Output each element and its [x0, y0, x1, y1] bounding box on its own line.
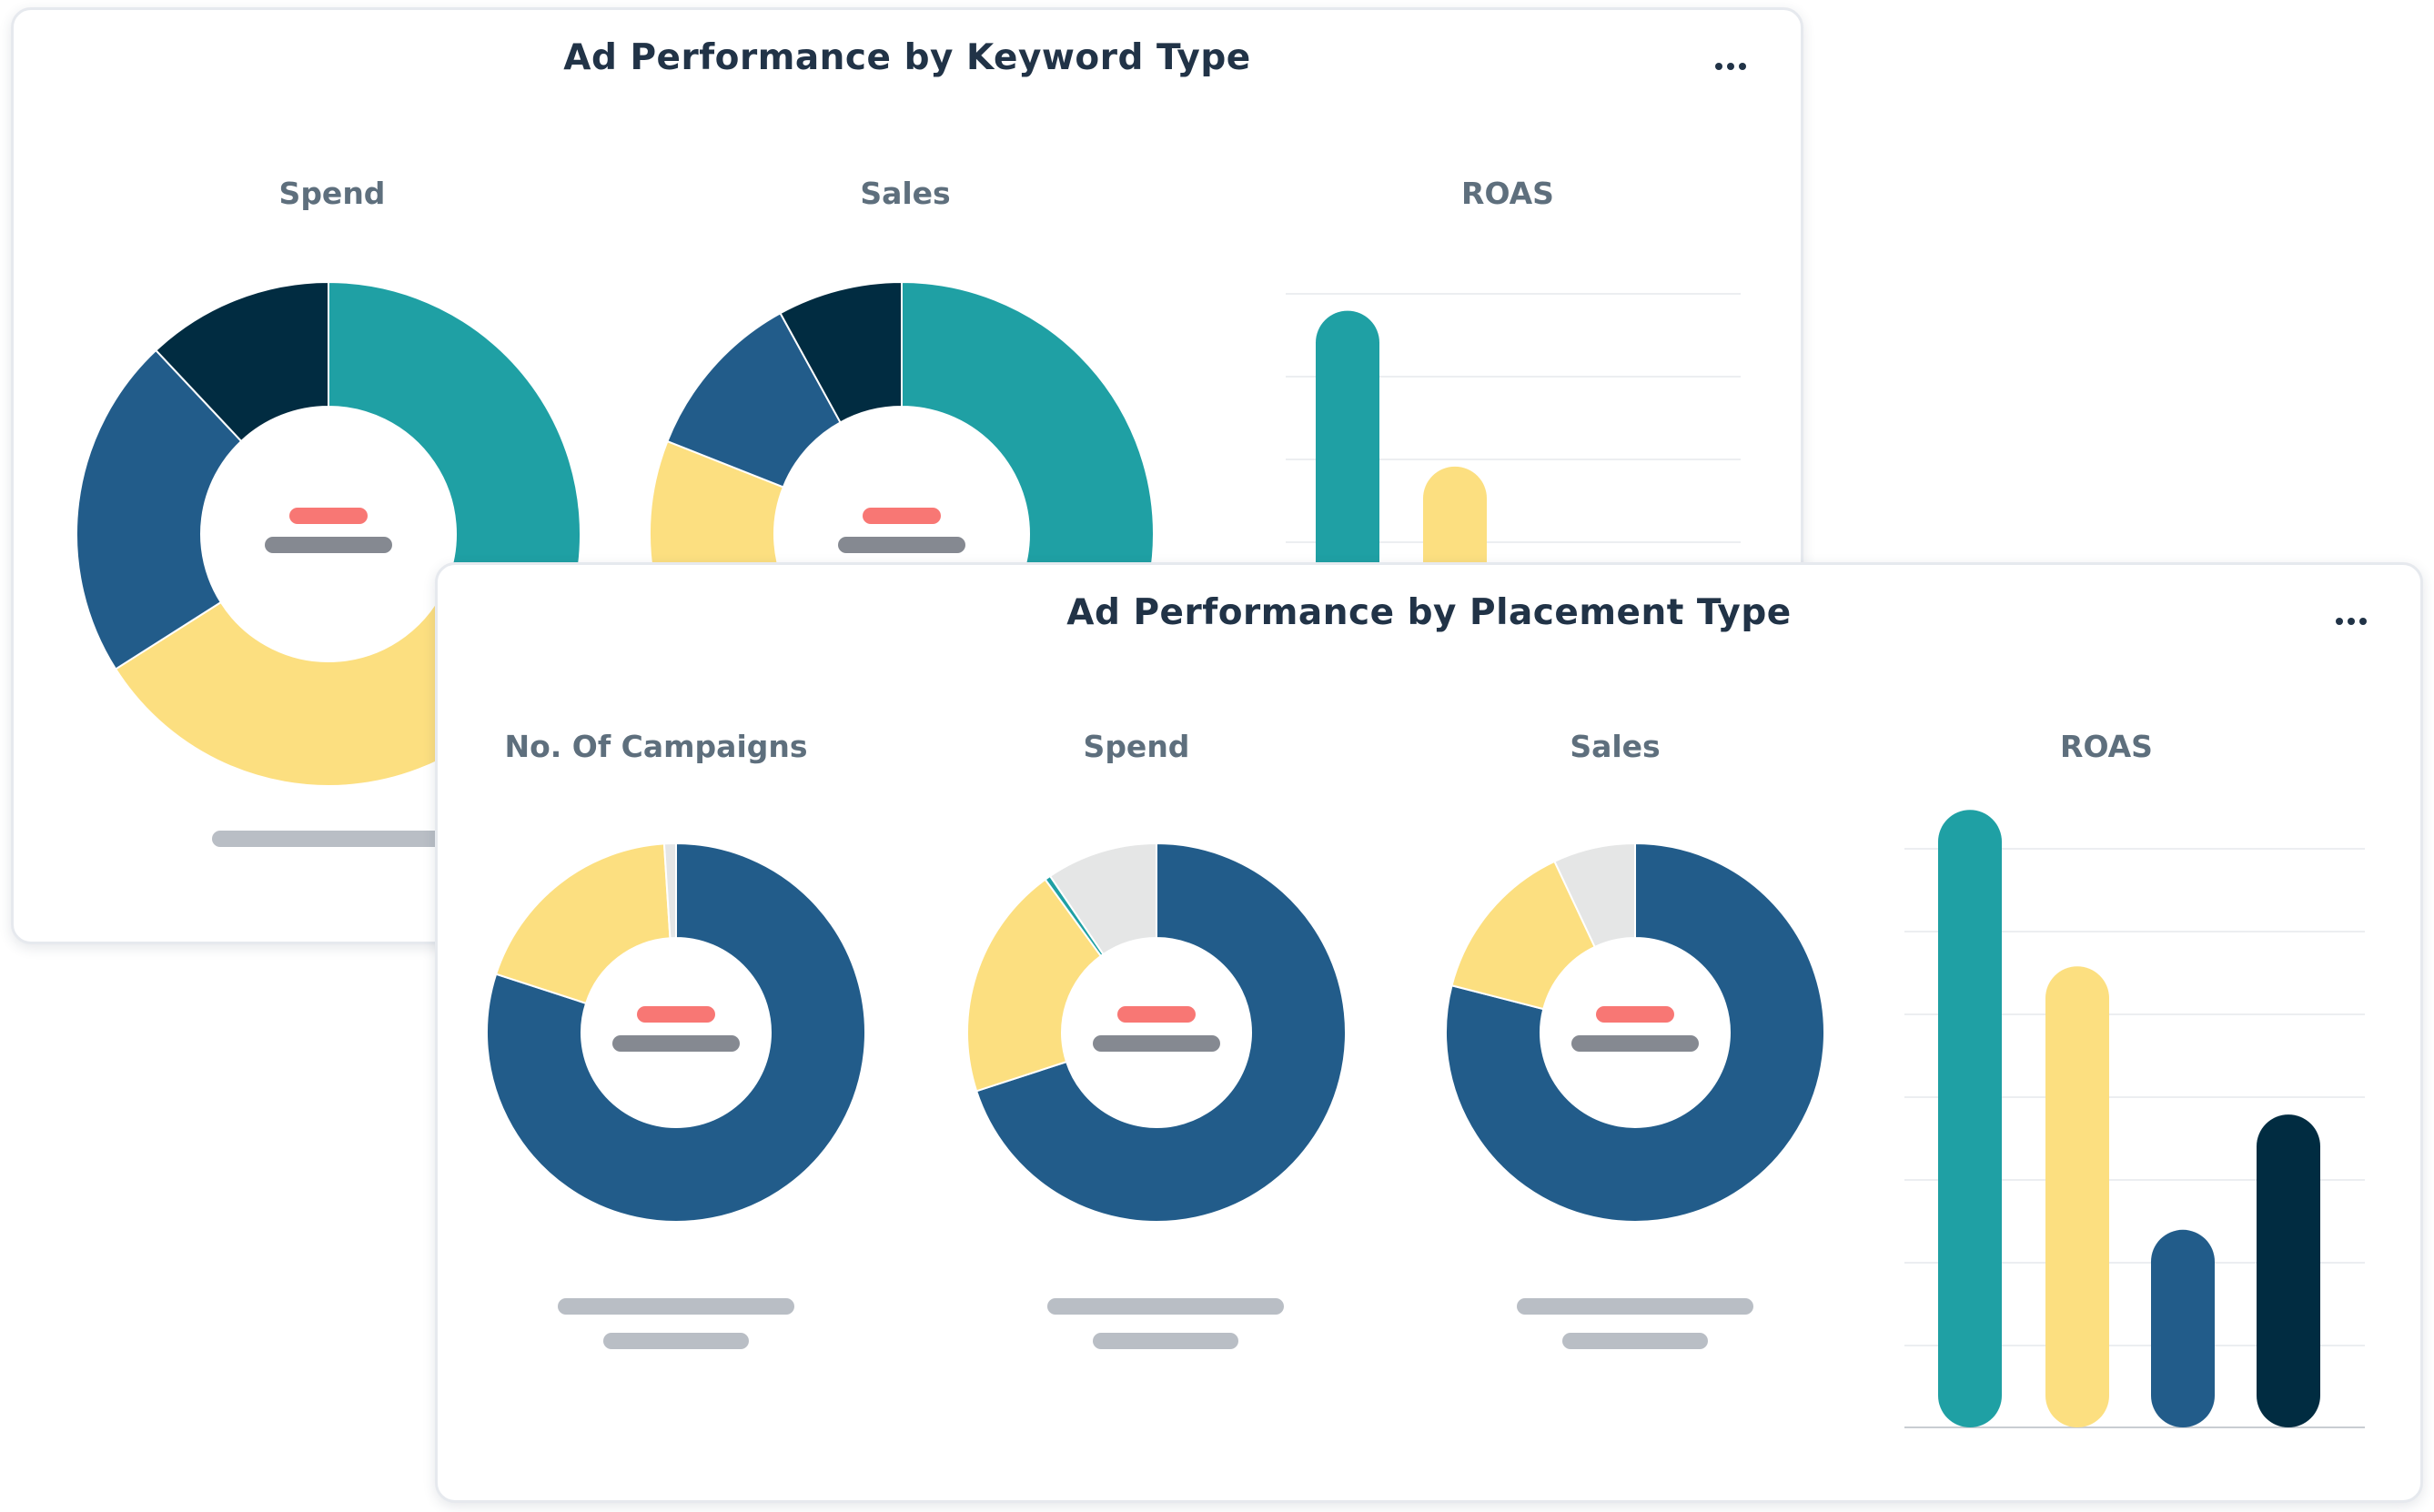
card-title: Ad Performance by Placement Type — [1066, 592, 1792, 633]
card-title: Ad Performance by Keyword Type — [563, 37, 1251, 78]
pl-campaigns-donut — [486, 842, 866, 1223]
legend-placeholder — [603, 1333, 749, 1349]
donut-slice-navy — [779, 280, 903, 424]
sales-chart-title: Sales — [1570, 729, 1661, 764]
donut-slice-lightgray — [1048, 842, 1157, 956]
roas-bar-navy — [2257, 1114, 2320, 1427]
donut-slice-navy — [154, 280, 329, 443]
center-label-placeholder — [1117, 1006, 1196, 1023]
legend-placeholder — [212, 831, 503, 847]
donut-slice-blue — [486, 842, 866, 1223]
sales-chart-title: Sales — [860, 176, 951, 211]
center-value-placeholder — [1571, 1035, 1699, 1052]
roas-chart-title: ROAS — [1461, 176, 1554, 211]
center-label-placeholder — [1596, 1006, 1674, 1023]
center-label-placeholder — [863, 508, 941, 524]
center-label-placeholder — [637, 1006, 715, 1023]
pl-spend-donut — [966, 842, 1347, 1223]
donut-slice-lightgray — [662, 842, 677, 940]
roas-bar-teal — [1938, 810, 2002, 1427]
pl-roas-bar-chart — [1904, 810, 2365, 1428]
keyword-charts — [76, 280, 1741, 874]
legend-placeholder — [1047, 1298, 1284, 1315]
donut-slice-yellow — [1450, 860, 1597, 1011]
more-horizontal-icon[interactable] — [2324, 603, 2378, 640]
legend-placeholder — [1093, 1333, 1238, 1349]
center-label-placeholder — [289, 508, 368, 524]
legend-placeholder — [558, 1298, 794, 1315]
donut-slice-yellow — [966, 878, 1103, 1093]
roas-bar-yellow — [2045, 966, 2109, 1427]
donut-slice-blue — [1445, 842, 1825, 1223]
spend-chart-title: Spend — [1083, 729, 1190, 764]
donut-slice-lightgray — [1553, 842, 1636, 949]
donut-slice-blue — [975, 842, 1347, 1223]
center-value-placeholder — [265, 537, 392, 553]
roas-bar-blue — [2151, 1229, 2215, 1427]
placement-charts — [486, 810, 2365, 1428]
pl-sales-donut — [1445, 842, 1825, 1223]
center-value-placeholder — [612, 1035, 740, 1052]
donut-slice-yellow — [494, 842, 672, 1005]
donut-slice-blue — [76, 348, 243, 670]
center-value-placeholder — [1093, 1035, 1220, 1052]
placement-type-card: Ad Performance by Placement Type No. Of … — [435, 562, 2423, 1503]
spend-chart-title: Spend — [278, 176, 386, 211]
roas-chart-title: ROAS — [2060, 729, 2153, 764]
more-horizontal-icon[interactable] — [1703, 48, 1758, 85]
campaigns-chart-title: No. Of Campaigns — [504, 729, 808, 764]
legend-placeholder — [1562, 1333, 1708, 1349]
center-value-placeholder — [838, 537, 965, 553]
legend-placeholder — [1517, 1298, 1753, 1315]
